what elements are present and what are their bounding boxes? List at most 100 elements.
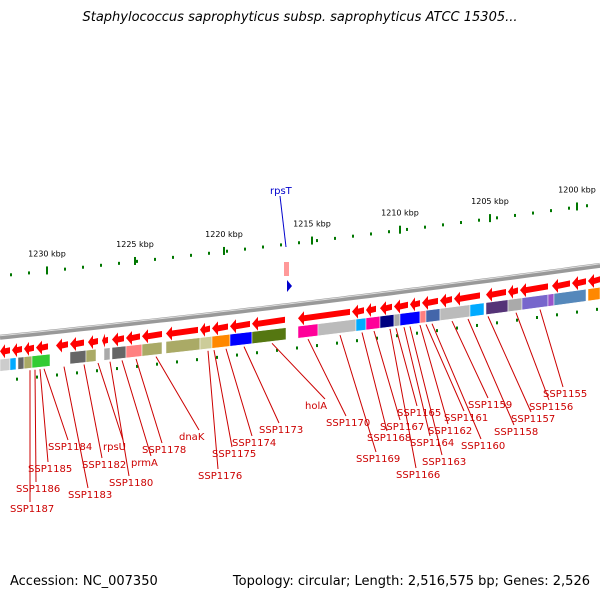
leader-line [213,350,233,448]
gene-arrow [410,297,420,312]
map-title: Staphylococcus saprophyticus subsp. sapr… [82,10,518,25]
ruler-major-tick [399,225,401,234]
leader-line [339,335,377,453]
cog-block [31,353,51,369]
track-dot [556,313,558,317]
track-dot [36,375,38,379]
track-dot [96,369,98,373]
ruler-minor-tick [460,221,462,225]
gene-arrow [552,278,570,293]
leader-line [515,312,550,401]
track-dot [56,373,58,377]
cog-block [23,355,33,370]
gene-arrow [588,273,600,288]
gene-label: SSP1164 [410,438,454,449]
leader-line [121,360,152,457]
ruler-major-tick [311,236,313,245]
gene-arrow [102,333,108,348]
gene-label: holA [305,401,327,412]
gene-arrow [36,340,48,355]
gene-label: SSP1182 [82,460,126,471]
gene-labels: SSP1187SSP1186SSP1185SSP1184SSP1183SSP11… [10,389,587,515]
leader-line [419,325,449,425]
cog-block [317,318,357,337]
cog-block [587,287,600,302]
ruler-label: 1205 kbp [471,197,509,206]
ruler-minor-tick [370,232,372,236]
gene-arrow [88,335,98,350]
cog-block [507,297,523,313]
ruler-minor-tick [136,259,138,263]
ruler-minor-tick [298,241,300,245]
ruler-major-tick [576,202,578,211]
track-dot [296,346,298,350]
label-leaders [29,309,564,502]
cog-block [125,343,143,359]
leader-line [431,323,482,440]
gene-label: SSP1178 [142,445,186,456]
cog-block [485,299,509,315]
gene-label: SSP1155 [543,389,587,400]
gene-track [0,273,600,359]
track-dot [176,360,178,364]
ruler-major-tick [134,256,136,265]
ruler-labels: 1230 kbp 1225 kbp 1220 kbp 1215 kbp 1210 kbp… [28,185,596,258]
gene-arrow [230,319,250,334]
cog-block [199,336,213,350]
gene-arrow [200,322,210,337]
ruler-minor-tick [496,216,498,220]
track-dot [216,355,218,359]
gene-label: SSP1175 [212,449,256,460]
leader-line [451,320,489,399]
leader-line [539,309,564,388]
cog-block [165,337,201,354]
track-dot [596,307,598,311]
topology-text: Topology: circular; Length: 2,516,575 bp… [232,574,590,589]
backbone-highlight [0,263,600,337]
gene-label: SSP1167 [380,422,424,433]
track-dot [336,341,338,345]
cog-block [85,348,97,363]
gene-label: SSP1159 [468,400,512,411]
gene-arrow [166,326,198,341]
track-dot [136,364,138,368]
leader-line [271,342,326,400]
leader-line [307,338,347,417]
gene-arrow [24,341,34,356]
ruler-label: 1230 kbp [28,249,66,258]
cog-block [229,331,253,347]
gene-arrow [454,291,480,306]
cog-block [251,327,287,344]
ruler-label: 1210 kbp [381,209,419,218]
leader-line [395,328,418,407]
gene-label: SSP1184 [48,442,92,453]
ruler-minor-tick [118,261,120,265]
gene-label: SSP1161 [444,413,488,424]
gene-label: SSP1158 [494,427,538,438]
track-dot [376,336,378,340]
cog-block [393,313,401,327]
ruler-minor-tick [388,230,390,234]
gene-arrow [70,337,84,352]
leader-line [43,368,69,441]
rpsT-arrow-icon [287,280,292,292]
ruler-major-tick [223,246,225,255]
track-dot [276,348,278,352]
gene-arrow [380,301,392,316]
track-dot [356,339,358,343]
leader-line [487,316,532,413]
leader-line [135,358,163,444]
gene-arrow [142,329,162,344]
cog-block [297,323,319,339]
cog-block [111,345,127,360]
gene-label: SSP1165 [397,408,441,419]
leader-line [225,348,253,437]
cog-block [0,358,11,372]
leader-line [373,330,401,421]
gene-label: SSP1176 [198,471,242,482]
ruler-minor-tick [10,273,12,277]
ruler-minor-tick [442,223,444,227]
track-dot [576,310,578,314]
track-dot [116,367,118,371]
leader-line [97,362,124,441]
